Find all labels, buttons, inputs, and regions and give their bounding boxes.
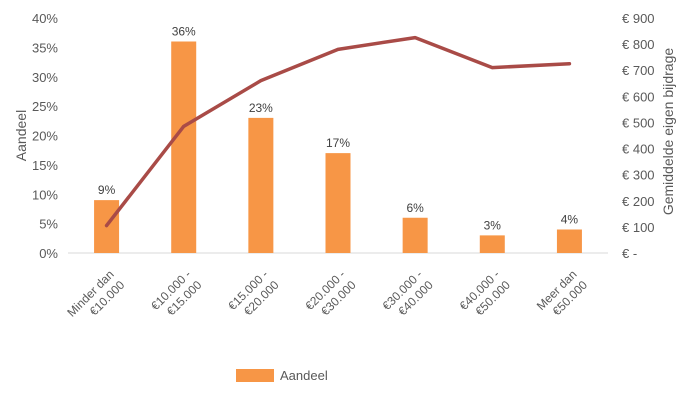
bar	[325, 153, 351, 253]
bar-data-label: 6%	[406, 201, 424, 215]
line-point	[336, 47, 340, 51]
line-point	[490, 66, 494, 70]
x-tick-label: €10.000 -€15.000	[148, 267, 205, 324]
y-right-tick-label: € 900	[622, 11, 655, 26]
line-point	[182, 124, 186, 128]
legend: Aandeel	[236, 368, 328, 383]
y-left-tick-label: 5%	[39, 217, 58, 232]
x-tick-label: €15.000 -€20.000	[225, 267, 282, 324]
y-right-tick-label: € 300	[622, 168, 655, 183]
bar	[171, 41, 197, 253]
line-point	[259, 79, 263, 83]
line-point	[567, 62, 571, 66]
y-right-axis-title: Gemiddelde eigen bijdrage	[660, 48, 676, 216]
bar	[556, 229, 582, 253]
y-right-tick-label: € 400	[622, 142, 655, 157]
y-left-tick-label: 0%	[39, 246, 58, 261]
bar-data-label: 17%	[326, 136, 350, 150]
y-left-axis-title: Aandeel	[13, 110, 29, 161]
bar-data-label: 4%	[561, 213, 579, 227]
bar	[479, 235, 505, 253]
y-left-tick-label: 40%	[32, 11, 58, 26]
x-tick-label: €40.000 -€50.000	[457, 267, 514, 324]
y-right-tick-label: € 800	[622, 37, 655, 52]
bar	[402, 217, 428, 253]
bar	[248, 117, 274, 253]
bar-data-label: 9%	[98, 183, 116, 197]
x-tick-label: €20.000 -€30.000	[302, 267, 359, 324]
y-right-tick-label: € -	[622, 246, 637, 261]
x-tick-label: Meer dan€50.000	[534, 267, 591, 324]
legend-label-aandeel: Aandeel	[280, 368, 328, 383]
y-left-tick-label: 15%	[32, 158, 58, 173]
y-right-tick-label: € 200	[622, 194, 655, 209]
x-tick-label: €30.000 -€40.000	[380, 267, 437, 324]
y-left-tick-label: 35%	[32, 40, 58, 55]
bar-data-label: 36%	[172, 25, 196, 39]
y-left-tick-label: 25%	[32, 99, 58, 114]
y-right-tick-label: € 700	[622, 63, 655, 78]
line-point	[413, 36, 417, 40]
legend-swatch-aandeel	[236, 369, 274, 382]
y-right-tick-label: € 500	[622, 115, 655, 130]
bar-data-label: 3%	[484, 218, 502, 232]
bar-data-label: 23%	[249, 101, 273, 115]
y-left-tick-label: 30%	[32, 70, 58, 85]
y-right-tick-label: € 600	[622, 89, 655, 104]
line-point	[105, 224, 109, 228]
y-right-tick-label: € 100	[622, 220, 655, 235]
x-tick-label: Minder dan€10.000	[64, 267, 127, 330]
y-left-tick-label: 10%	[32, 187, 58, 202]
y-left-tick-label: 20%	[32, 129, 58, 144]
